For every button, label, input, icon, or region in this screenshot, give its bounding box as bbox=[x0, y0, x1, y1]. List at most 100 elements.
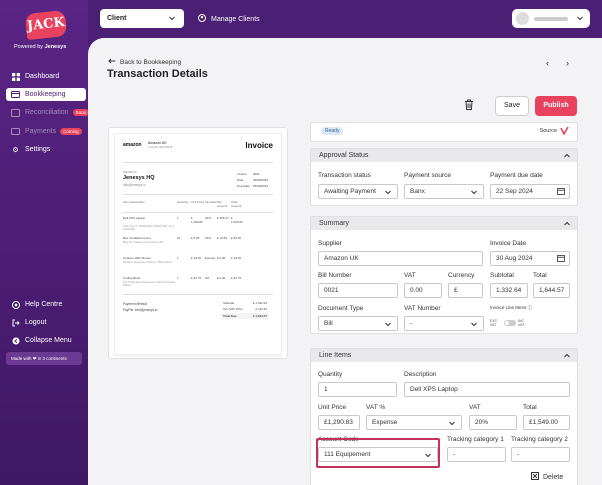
sidebar-item-label: Collapse Menu bbox=[25, 337, 72, 344]
transaction-form: Ready Source Approval Status Transaction… bbox=[310, 122, 578, 485]
chevron-up-icon bbox=[563, 220, 571, 233]
avatar bbox=[516, 12, 529, 25]
table-row: Dell XPS Laptop 1 £ 1,290.83 20% £ 258.17 £ 1… bbox=[123, 216, 243, 231]
chevron-up-icon bbox=[563, 152, 571, 165]
sidebar: JACK Powered by Jenesys Dashboard Bookke… bbox=[0, 0, 90, 485]
account-code-select[interactable]: 111 Equipement bbox=[318, 447, 438, 462]
line-total-field[interactable]: £1,549.00 bbox=[523, 415, 570, 430]
line-items-header[interactable]: Line Items bbox=[311, 349, 577, 362]
chevron-down-icon bbox=[470, 188, 478, 198]
next-icon[interactable]: › bbox=[566, 58, 569, 68]
calendar-icon[interactable] bbox=[557, 254, 565, 265]
status-bar: Ready Source bbox=[310, 122, 578, 142]
sidebar-item-logout[interactable]: Logout bbox=[6, 316, 86, 329]
sidebar-item-help[interactable]: Help Centre bbox=[6, 298, 86, 311]
status-badge: Ready bbox=[321, 127, 344, 135]
coming-badge: Coming bbox=[60, 128, 82, 135]
back-link[interactable]: Back to Bookkeeping bbox=[108, 58, 181, 66]
line-total-label: Total bbox=[523, 404, 537, 411]
sidebar-item-label: Settings bbox=[25, 146, 51, 153]
tracking-category-1-field[interactable]: - bbox=[447, 447, 506, 462]
table-row: Amazon WiFi Mouse 1 £ 15.00 Exempt £ 0.00 £ 1… bbox=[123, 256, 242, 264]
profile-menu[interactable] bbox=[512, 9, 590, 28]
tracking-category-2-label: Tracking category 2 bbox=[511, 436, 568, 443]
payment-due-field[interactable]: 22 Sep 2024 bbox=[490, 184, 570, 199]
payment-source-label: Payment source bbox=[404, 172, 451, 179]
chevron-down-icon bbox=[576, 14, 584, 24]
bill-number-field[interactable]: 0021 bbox=[318, 283, 398, 298]
vat-number-select[interactable]: - bbox=[404, 316, 484, 331]
logout-icon bbox=[11, 318, 20, 327]
vat-field[interactable]: 0.00 bbox=[404, 283, 442, 298]
source-label: Source bbox=[539, 128, 557, 134]
sidebar-item-dashboard[interactable]: Dashboard bbox=[6, 70, 86, 83]
transaction-status-select[interactable]: Awaiting Payment bbox=[318, 184, 398, 199]
profile-name-placeholder bbox=[534, 17, 568, 21]
invoice-title: Invoice bbox=[245, 141, 273, 150]
line-items-mode-label: Invoice Line Items ⓘ bbox=[490, 305, 533, 310]
sidebar-item-collapse[interactable]: Collapse Menu bbox=[6, 334, 86, 347]
unit-price-field[interactable]: £1,290.83 bbox=[318, 415, 360, 430]
document-preview: amazon Amazon UK +44 20 1234 5678 Invoic… bbox=[108, 127, 288, 359]
document-type-select[interactable]: Bill bbox=[318, 316, 398, 331]
invoice-date-field[interactable]: 30 Aug 2024 bbox=[490, 251, 570, 266]
invoice-meta: Invoice 0021 Date 30/08/2024 Due Date 15/09… bbox=[237, 172, 269, 188]
trash-icon[interactable] bbox=[464, 99, 474, 112]
divider bbox=[123, 162, 273, 163]
publish-button[interactable]: Publish bbox=[535, 96, 577, 116]
manage-clients-link[interactable]: Manage Clients bbox=[198, 14, 260, 24]
tracking-category-2-field[interactable]: - bbox=[511, 447, 570, 462]
subtotal-label: Subtotal bbox=[490, 272, 514, 279]
currency-field[interactable]: £ bbox=[448, 283, 483, 298]
payment-source-select[interactable]: Banx bbox=[404, 184, 484, 199]
topbar: Client Manage Clients bbox=[88, 0, 602, 38]
vat-percent-select[interactable]: Expense bbox=[366, 415, 462, 430]
vat-toggle[interactable]: EXC VAT INC VAT bbox=[490, 319, 525, 327]
line-vat-label: VAT bbox=[469, 404, 481, 411]
sidebar-item-reconciliation[interactable]: Reconciliation Soon bbox=[6, 106, 90, 119]
grid-icon bbox=[11, 72, 20, 81]
transaction-status-label: Transaction status bbox=[318, 172, 371, 179]
line-vat-field[interactable]: 20% bbox=[469, 415, 517, 430]
sidebar-item-label: Bookkeeping bbox=[25, 91, 66, 98]
sidebar-item-label: Dashboard bbox=[25, 73, 60, 80]
subtotal-field[interactable]: 1,332.64 bbox=[490, 283, 528, 298]
vat-percent-label: VAT % bbox=[366, 404, 386, 411]
calendar-icon[interactable] bbox=[557, 187, 565, 198]
amazon-logo: amazon bbox=[123, 142, 142, 148]
client-select[interactable]: Client bbox=[100, 9, 184, 28]
save-button[interactable]: Save bbox=[495, 96, 529, 116]
divider bbox=[123, 212, 273, 213]
sidebar-item-bookkeeping[interactable]: Bookkeeping bbox=[6, 88, 86, 101]
invoice-subtotal: Subtotal £ 1,332.64 bbox=[223, 301, 267, 305]
document-type-label: Document Type bbox=[318, 305, 364, 312]
approval-header[interactable]: Approval Status bbox=[311, 149, 577, 162]
collapse-icon bbox=[11, 336, 20, 345]
chevron-down-icon bbox=[424, 451, 432, 461]
supplier-field[interactable]: Amazon UK bbox=[318, 251, 483, 266]
prev-icon[interactable]: ‹ bbox=[546, 58, 549, 68]
description-field[interactable]: Dell XPS Laptop bbox=[404, 382, 570, 397]
chevron-down-icon bbox=[448, 419, 456, 429]
total-field[interactable]: 1,644.57 bbox=[533, 283, 570, 298]
toggle-switch[interactable] bbox=[504, 320, 516, 326]
made-with-banner: Made with ❤ in 3 continents bbox=[6, 352, 82, 365]
quantity-field[interactable]: 1 bbox=[318, 382, 397, 397]
card-icon bbox=[11, 90, 20, 99]
info-icon: ⓘ bbox=[527, 305, 533, 310]
summary-header[interactable]: Summary bbox=[311, 217, 577, 230]
main-content: Back to Bookkeeping Transaction Details … bbox=[88, 38, 602, 485]
invoice-total-due: Total Due £ 1,644.57 bbox=[221, 313, 269, 319]
tracking-category-1-label: Tracking category 1 bbox=[447, 436, 504, 443]
sidebar-item-payments[interactable]: Payments Coming bbox=[6, 125, 86, 138]
description-label: Description bbox=[404, 371, 437, 378]
table-row: Box of ballpoint pens 10 £ 5.25 20% £ 10.50 £… bbox=[123, 236, 242, 244]
sidebar-item-label: Payments bbox=[25, 128, 57, 135]
quantity-label: Quantity bbox=[318, 371, 343, 378]
account-code-highlight bbox=[316, 438, 440, 468]
reconcile-icon bbox=[11, 108, 20, 117]
divider bbox=[123, 194, 273, 195]
jack-logo[interactable]: JACK bbox=[24, 9, 68, 41]
sidebar-item-settings[interactable]: ⚙ Settings bbox=[6, 143, 86, 156]
delete-line-button[interactable]: Delete bbox=[531, 472, 563, 482]
